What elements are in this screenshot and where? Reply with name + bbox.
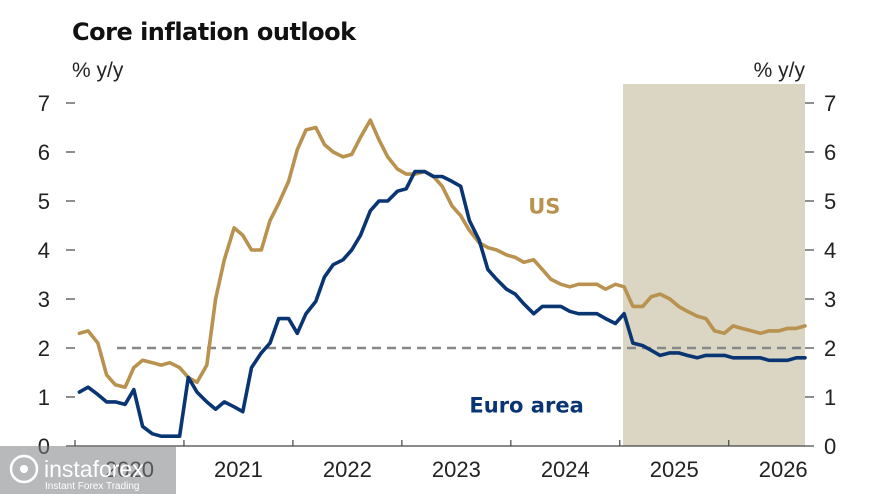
x-tick-label: 2023 (432, 457, 481, 482)
y-tick-label-right: 5 (824, 189, 836, 214)
y-tick-label-right: 4 (824, 238, 836, 263)
series-line-us (77, 118, 807, 390)
y-unit-left: % y/y (72, 59, 124, 82)
y-tick-label-left: 6 (38, 140, 50, 165)
series-lines (77, 118, 807, 439)
axes: 0011223344556677202020212022202320242025… (38, 91, 837, 482)
y-tick-label-right: 1 (824, 385, 836, 410)
series-label-euro-area: Euro area (469, 394, 583, 418)
watermark: instaforex Instant Forex Trading (0, 446, 176, 494)
forecast-shading (623, 84, 805, 446)
x-tick-label: 2025 (650, 457, 699, 482)
watermark-tagline: Instant Forex Trading (45, 481, 140, 492)
y-tick-label-left: 7 (38, 91, 50, 116)
y-tick-label-left: 3 (38, 287, 50, 312)
y-tick-label-right: 6 (824, 140, 836, 165)
y-tick-label-right: 0 (824, 434, 836, 459)
watermark-logo-icon (9, 454, 39, 484)
y-tick-label-left: 1 (38, 385, 50, 410)
x-tick-label: 2022 (323, 457, 372, 482)
series-line-euro-area (77, 169, 807, 439)
y-tick-label-right: 2 (824, 336, 836, 361)
x-tick-label: 2021 (214, 457, 263, 482)
y-tick-label-left: 2 (38, 336, 50, 361)
y-tick-label-left: 5 (38, 189, 50, 214)
series-labels: US Euro area (469, 194, 583, 417)
series-label-us: US (528, 194, 560, 218)
watermark-logo-dot-icon (20, 465, 28, 473)
y-tick-label-left: 4 (38, 238, 50, 263)
x-tick-label: 2024 (541, 457, 590, 482)
y-unit-right: % y/y (754, 59, 806, 82)
y-tick-label-right: 3 (824, 287, 836, 312)
watermark-backdrop (0, 446, 176, 494)
watermark-brand: instaforex (44, 456, 144, 482)
y-tick-label-right: 7 (824, 91, 836, 116)
chart-title: Core inflation outlook (72, 18, 357, 46)
x-tick-label: 2026 (759, 457, 808, 482)
